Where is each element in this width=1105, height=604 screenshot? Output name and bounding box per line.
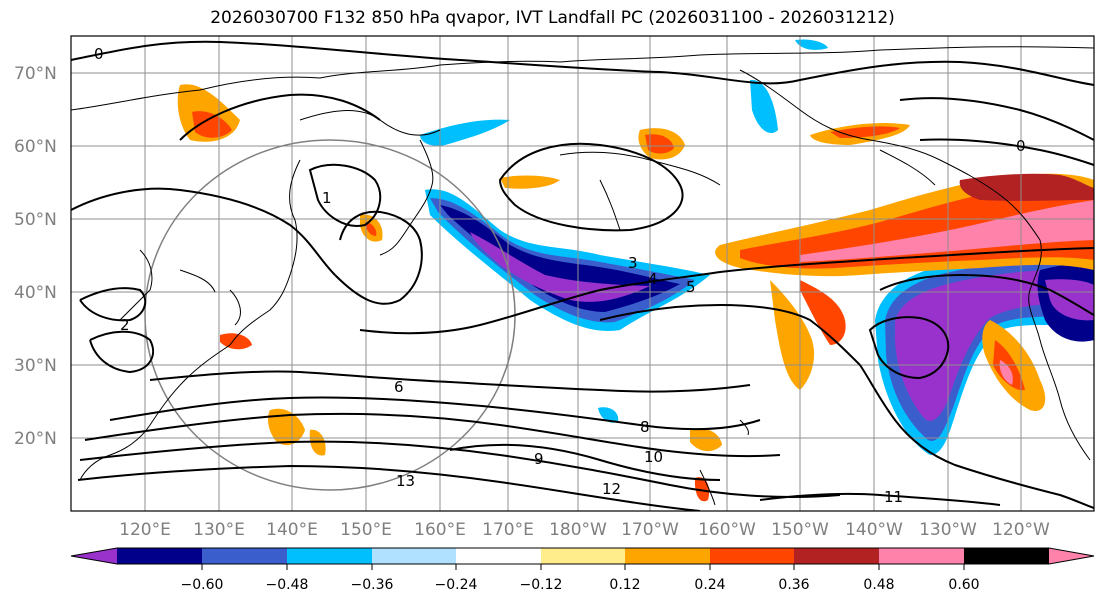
contour-label: 10 [644,448,663,466]
lon-label: 120°E [119,520,171,540]
lon-label: 160°W [698,520,756,540]
contour-label: 0 [94,45,104,63]
lat-label: 30°N [14,356,57,376]
colorbar-segment [879,548,964,564]
colorbar-tick-label: −0.12 [520,577,563,593]
colorbar-segment [202,548,287,564]
lon-label: 170°E [482,520,534,540]
contour-label: 11 [884,488,903,506]
contour-label: 8 [640,418,650,436]
colorbar-segment [625,548,710,564]
longitude-labels: 120°E 130°E 140°E 150°E 160°E 170°E 180°… [119,520,1050,540]
lon-label: 180°W [549,520,607,540]
colorbar-tick-label: −0.60 [181,577,224,593]
colorbar-segment [372,548,456,564]
colorbar-extend-high [1049,548,1094,564]
contour-label: 6 [394,378,404,396]
lon-label: 170°W [621,520,679,540]
contour-label: 5 [686,278,696,296]
contour-label: 3 [628,254,638,272]
colorbar-tick-label: −0.36 [351,577,394,593]
lon-label: 120°W [992,520,1050,540]
lon-label: 140°W [845,520,903,540]
map-title: 2026030700 F132 850 hPa qvapor, IVT Land… [210,8,895,28]
contour-label: 0 [1016,137,1026,155]
lat-label: 50°N [14,210,57,230]
colorbar-segment [287,548,372,564]
colorbar: −0.60 −0.48 −0.36 −0.24 −0.12 0.12 0.24 … [70,547,1095,593]
colorbar-segment [794,548,879,564]
colorbar-segment [117,548,202,564]
colorbar-extend-low [71,548,117,564]
colorbar-tick-label: −0.24 [435,577,478,593]
colorbar-tick-label: 0.60 [948,577,979,593]
contour-labels: 0 1 2 3 4 5 6 8 9 10 11 12 13 0 [94,45,1026,506]
contour-label: 13 [396,472,415,490]
contour-lines [71,40,1094,511]
lon-label: 160°E [414,520,466,540]
latitude-labels: 70°N 60°N 50°N 40°N 30°N 20°N [14,64,57,449]
lat-label: 20°N [14,429,57,449]
contour-label: 1 [322,189,332,207]
colorbar-tick-label: 0.36 [778,577,809,593]
lon-label: 130°E [193,520,245,540]
contour-label: 4 [648,270,658,288]
contour-label: 12 [602,480,621,498]
lon-label: 150°E [340,520,392,540]
colorbar-tick-label: 0.48 [863,577,894,593]
contour-label: 9 [534,450,544,468]
colorbar-tick-label: 0.12 [609,577,640,593]
lon-label: 130°W [919,520,977,540]
contour-label: 2 [120,316,130,334]
lon-label: 140°E [266,520,318,540]
lat-label: 40°N [14,283,57,303]
colorbar-tick-label: 0.24 [694,577,725,593]
lat-label: 70°N [14,64,57,84]
lon-label: 150°W [771,520,829,540]
colorbar-segment [964,548,1049,564]
plot-frame [70,35,1095,512]
colorbar-tick-label: −0.48 [266,577,309,593]
colorbar-segment [710,548,794,564]
lat-label: 60°N [14,137,57,157]
colorbar-segment [541,548,625,564]
colorbar-segment [456,548,541,564]
map-plot-area [71,36,1094,511]
